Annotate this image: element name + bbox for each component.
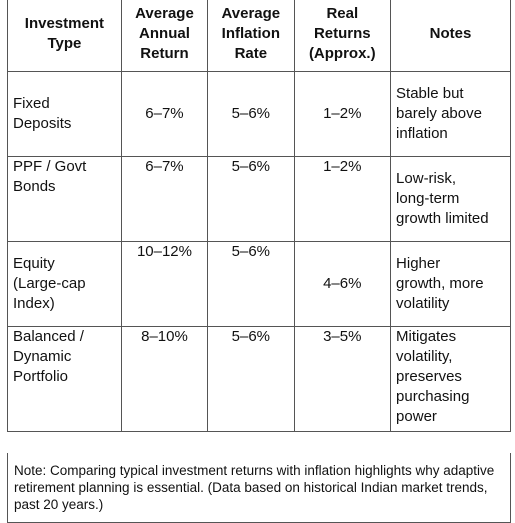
annual-return-cell: 6–7% xyxy=(120,156,209,242)
investment-type-cell: PPF / Govt Bonds xyxy=(7,156,122,242)
inflation-rate-cell: 5–6% xyxy=(207,241,295,327)
inflation-rate-cell: 5–6% xyxy=(207,156,295,242)
header-investment-type: Investment Type xyxy=(7,0,122,72)
real-returns-cell: 1–2% xyxy=(293,156,392,242)
real-returns-cell: 4–6% xyxy=(293,241,392,327)
real-returns-cell: 1–2% xyxy=(293,71,392,157)
investment-type-cell: Equity (Large-cap Index) xyxy=(7,241,122,327)
inflation-rate-cell: 5–6% xyxy=(207,326,295,432)
header-real-returns: Real Returns (Approx.) xyxy=(293,0,392,72)
inflation-rate-cell: 5–6% xyxy=(207,71,295,157)
investment-type-cell: Fixed Deposits xyxy=(7,71,122,157)
investment-type-cell: Balanced / Dynamic Portfolio xyxy=(7,326,122,432)
notes-cell: Stable but barely above inflation xyxy=(390,71,511,157)
header-average-inflation-rate: Average Inflation Rate xyxy=(207,0,295,72)
notes-cell: Mitigates volatility, preserves purchasi… xyxy=(390,326,511,432)
annual-return-cell: 10–12% xyxy=(120,241,209,327)
table-row: Equity (Large-cap Index) 10–12% 5–6% 4–6… xyxy=(7,241,511,327)
header-notes: Notes xyxy=(390,0,511,72)
annual-return-cell: 6–7% xyxy=(120,71,209,157)
notes-cell: Low-risk, long-term growth limited xyxy=(390,156,511,242)
table-footnote: Note: Comparing typical investment retur… xyxy=(7,453,511,523)
notes-cell: Higher growth, more volatility xyxy=(390,241,511,327)
table-row: Fixed Deposits 6–7% 5–6% 1–2% Stable but… xyxy=(7,71,511,157)
annual-return-cell: 8–10% xyxy=(120,326,209,432)
investment-returns-table: Investment Type Average Annual Return Av… xyxy=(7,0,511,432)
table-row: Balanced / Dynamic Portfolio 8–10% 5–6% … xyxy=(7,326,511,432)
table-row: PPF / Govt Bonds 6–7% 5–6% 1–2% Low-risk… xyxy=(7,156,511,242)
header-average-annual-return: Average Annual Return xyxy=(120,0,209,72)
header-row: Investment Type Average Annual Return Av… xyxy=(7,0,511,72)
real-returns-cell: 3–5% xyxy=(293,326,392,432)
